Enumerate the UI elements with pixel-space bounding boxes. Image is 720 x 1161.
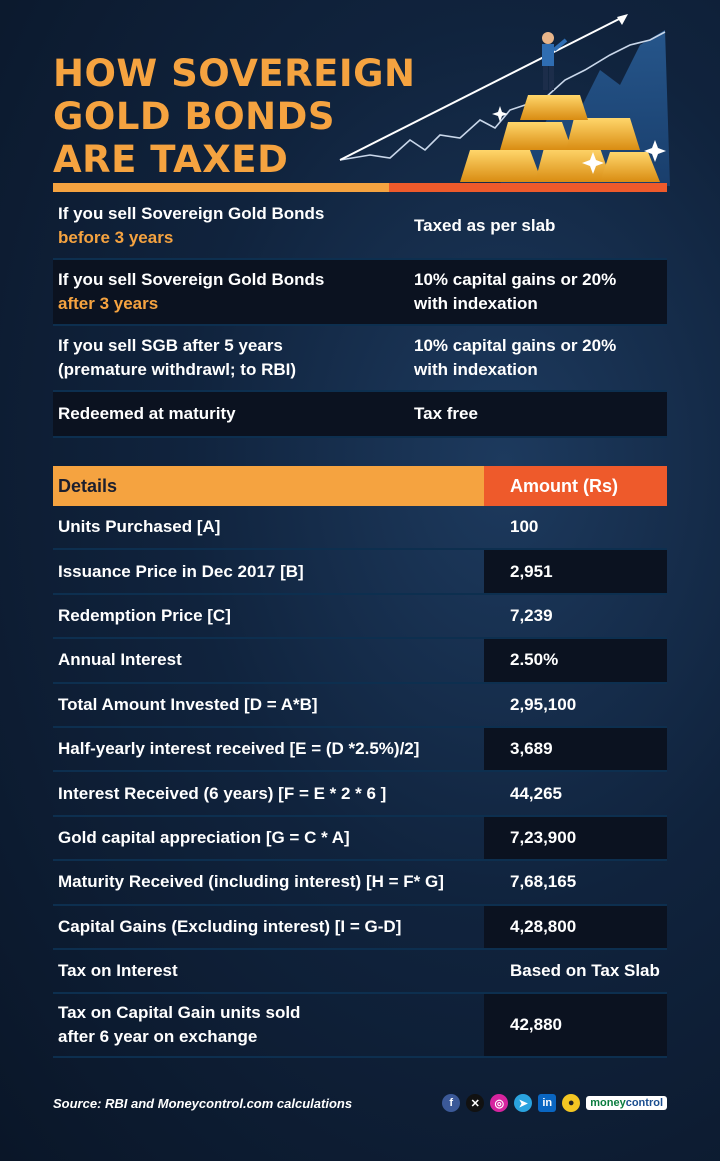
facebook-icon[interactable]: f (442, 1094, 461, 1112)
table-row: Units Purchased [A] 100 (53, 506, 667, 551)
row-label: Annual Interest (58, 650, 182, 670)
tax-rule-condition: If you sell Sovereign Gold Bonds before … (58, 204, 325, 247)
amount-header: Amount (Rs) (484, 466, 667, 506)
row-label: Tax on Capital Gain units sold after 6 y… (58, 1003, 301, 1047)
title-line-2: GOLD BONDS (53, 95, 335, 138)
tax-rule-treatment: 10% capital gains or 20% with indexation (414, 270, 617, 313)
table-row: Redemption Price [C] 7,239 (53, 595, 667, 640)
row-value: 7,239 (510, 605, 553, 625)
row-label: Capital Gains (Excluding interest) [I = … (58, 916, 402, 936)
moneycontrol-logo[interactable]: money control (586, 1096, 667, 1110)
tax-rule-row: Redeemed at maturity Tax free (53, 392, 667, 438)
tax-rule-condition: If you sell Sovereign Gold Bonds after 3… (58, 270, 325, 313)
title-line-3: ARE TAXED (53, 138, 289, 181)
tax-rule-treatment: Taxed as per slab (414, 216, 556, 235)
row-value: 3,689 (484, 727, 667, 771)
tax-rule-row: If you sell SGB after 5 years (premature… (53, 326, 667, 392)
table-row: Gold capital appreciation [G = C * A] 7,… (53, 816, 667, 862)
title-line-1: HOW SOVEREIGN (53, 52, 416, 95)
row-label: Half-yearly interest received [E = (D *2… (58, 739, 420, 759)
table-row: Capital Gains (Excluding interest) [I = … (53, 905, 667, 950)
table-row: Issuance Price in Dec 2017 [B] 2,951 (53, 550, 667, 595)
row-value: 7,23,900 (484, 816, 667, 860)
source-note: Source: RBI and Moneycontrol.com calcula… (53, 1095, 353, 1111)
arrow-head-icon (617, 14, 628, 25)
telegram-icon[interactable]: ➤ (514, 1094, 533, 1112)
row-value: 4,28,800 (484, 905, 667, 948)
linkedin-icon[interactable]: in (538, 1094, 557, 1112)
tax-rule-condition: If you sell SGB after 5 years (premature… (58, 336, 297, 379)
instagram-icon[interactable]: ◎ (490, 1094, 509, 1112)
gold-bars-icon (460, 95, 660, 182)
table-row: Tax on Interest Based on Tax Slab (53, 950, 667, 995)
footer: Source: RBI and Moneycontrol.com calcula… (53, 1092, 667, 1114)
row-value: 100 (510, 517, 539, 537)
details-table-header: Details Amount (Rs) (53, 466, 667, 506)
row-value: 2,951 (484, 550, 667, 593)
tax-rule-treatment: Tax free (414, 404, 478, 423)
row-value: 42,880 (484, 994, 667, 1057)
tax-rules-table: If you sell Sovereign Gold Bonds before … (53, 194, 667, 438)
table-row: Maturity Received (including interest) [… (53, 861, 667, 906)
tax-rule-condition: Redeemed at maturity (58, 404, 236, 423)
table-row: Interest Received (6 years) [F = E * 2 *… (53, 772, 667, 817)
row-value: 2.50% (484, 639, 667, 682)
row-label: Total Amount Invested [D = A*B] (58, 694, 318, 714)
tax-rule-row: If you sell Sovereign Gold Bonds after 3… (53, 260, 667, 326)
hero-illustration (339, 14, 670, 186)
tax-rule-treatment: 10% capital gains or 20% with indexation (414, 336, 617, 379)
table-row: Annual Interest 2.50% (53, 639, 667, 684)
growth-arrow (339, 15, 626, 161)
row-label: Units Purchased [A] (58, 517, 221, 537)
koo-icon[interactable]: ● (562, 1094, 581, 1112)
row-value: 2,95,100 (510, 694, 577, 714)
row-value: Based on Tax Slab (510, 961, 660, 981)
page-title: HOW SOVEREIGN GOLD BONDS ARE TAXED (53, 52, 416, 181)
row-label: Issuance Price in Dec 2017 [B] (58, 561, 304, 581)
row-label: Redemption Price [C] (58, 605, 231, 625)
row-value: 7,68,165 (510, 872, 577, 892)
title-underline (53, 183, 667, 192)
table-row: Half-yearly interest received [E = (D *2… (53, 727, 667, 773)
row-label: Tax on Interest (58, 961, 178, 981)
details-header: Details (53, 466, 484, 506)
trend-line (339, 31, 666, 161)
details-table: Details Amount (Rs) Units Purchased [A] … (53, 466, 667, 1059)
row-label: Interest Received (6 years) [F = E * 2 *… (58, 783, 387, 803)
table-row: Tax on Capital Gain units sold after 6 y… (53, 994, 667, 1059)
tax-rule-row: If you sell Sovereign Gold Bonds before … (53, 194, 667, 260)
row-label: Maturity Received (including interest) [… (58, 872, 444, 892)
social-icons: f ✕ ◎ ➤ in ● money control (442, 1094, 667, 1112)
table-row: Total Amount Invested [D = A*B] 2,95,100 (53, 684, 667, 728)
row-value: 44,265 (510, 783, 562, 803)
businessman-icon (542, 32, 568, 90)
x-icon[interactable]: ✕ (466, 1094, 485, 1112)
row-label: Gold capital appreciation [G = C * A] (58, 827, 350, 847)
sparkle-icon (492, 106, 666, 174)
